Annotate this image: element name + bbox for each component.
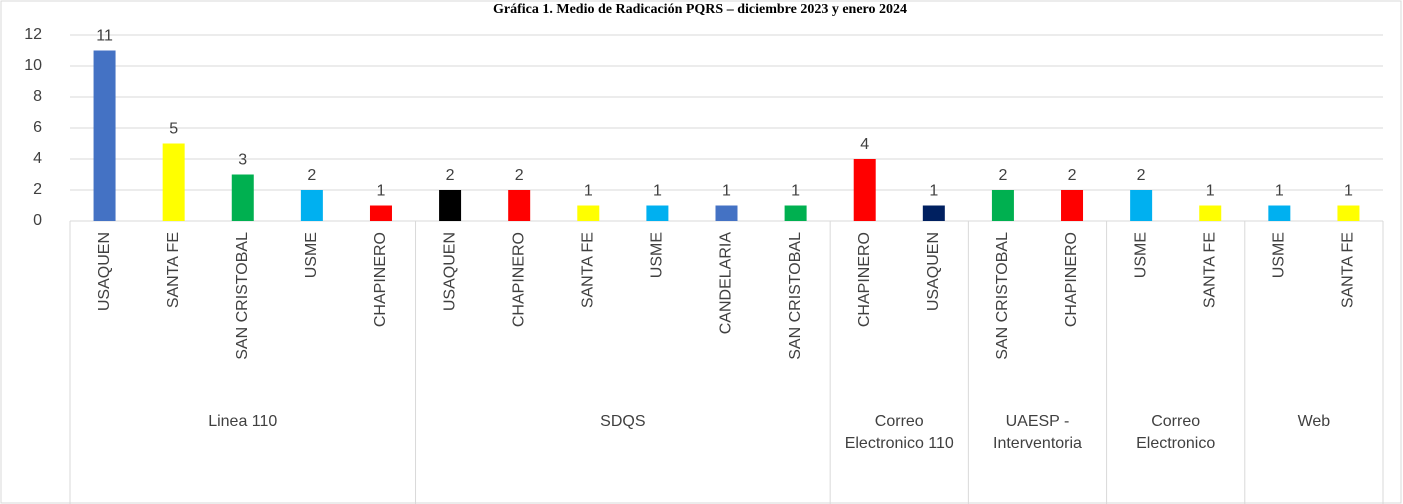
x-tick-label: USME [303,232,320,278]
x-tick-label: SAN CRISTOBAL [994,232,1011,360]
data-label: 1 [1344,183,1353,200]
bar [991,190,1014,221]
data-label: 2 [515,167,524,184]
bar [1199,205,1222,221]
bar [784,205,807,221]
bar [715,205,738,221]
bar [853,159,876,221]
bar [1268,205,1291,221]
data-label: 2 [1137,167,1146,184]
data-label: 1 [1206,183,1215,200]
bar [231,174,254,221]
x-tick-label: SAN CRISTOBAL [234,232,251,360]
x-tick-label: USAQUEN [925,232,942,311]
bar [162,143,185,221]
bar [1337,205,1360,221]
x-tick-label: CHAPINERO [1063,232,1080,327]
group-label: Linea 110 [208,413,278,430]
bar [922,205,945,221]
group-label: SDQS [600,413,646,430]
x-tick-label: SANTA FE [165,232,182,308]
y-tick-label: 10 [24,57,42,74]
group-label: Correo Electronico [1136,413,1216,452]
data-label: 1 [1275,183,1284,200]
bar [646,205,669,221]
x-tick-label: USME [1132,232,1149,278]
data-label: 5 [169,121,178,138]
x-tick-label: USME [1271,232,1288,278]
data-label: 3 [238,152,247,169]
y-tick-label: 6 [33,119,42,136]
y-tick-label: 2 [33,181,42,198]
x-tick-label: USAQUEN [96,232,113,311]
data-label: 1 [929,183,938,200]
y-tick-label: 12 [24,26,42,43]
bar [439,190,462,221]
data-label: 1 [584,183,593,200]
x-tick-label: USME [649,232,666,278]
x-tick-label: CHAPINERO [372,232,389,327]
data-label: 11 [96,28,113,45]
x-tick-label: SAN CRISTOBAL [787,232,804,360]
x-tick-label: USAQUEN [441,232,458,311]
data-label: 4 [860,136,869,153]
x-tick-label: CHAPINERO [856,232,873,327]
group-label: UAESP - Interventoria [993,413,1082,452]
bar [577,205,600,221]
bar [1061,190,1084,221]
x-tick-label: CANDELARIA [718,232,735,335]
bar [300,190,323,221]
bar [369,205,392,221]
data-label: 1 [377,183,386,200]
data-label: 1 [653,183,662,200]
y-tick-label: 8 [33,88,42,105]
chart-title: Gráfica 1. Medio de Radicación PQRS – di… [493,2,907,17]
x-tick-label: CHAPINERO [510,232,527,327]
data-label: 2 [1068,167,1077,184]
data-label: 2 [446,167,455,184]
data-label: 1 [722,183,731,200]
data-label: 2 [307,167,316,184]
data-label: 2 [998,167,1007,184]
x-tick-label: SANTA FE [580,232,597,308]
y-tick-label: 0 [33,212,42,229]
bar [93,50,116,221]
y-tick-label: 4 [33,150,42,167]
x-tick-label: SANTA FE [1201,232,1218,308]
x-tick-label: SANTA FE [1340,232,1357,308]
group-label: Web [1297,413,1331,430]
group-label: Correo Electronico 110 [844,413,954,452]
bar [1130,190,1153,221]
data-label: 1 [791,183,800,200]
bar [508,190,531,221]
